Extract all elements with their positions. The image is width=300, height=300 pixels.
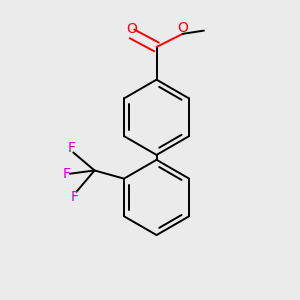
Text: O: O bbox=[127, 22, 137, 36]
Text: F: F bbox=[63, 167, 71, 181]
Text: F: F bbox=[68, 140, 76, 154]
Text: F: F bbox=[71, 190, 79, 204]
Text: O: O bbox=[177, 21, 188, 35]
